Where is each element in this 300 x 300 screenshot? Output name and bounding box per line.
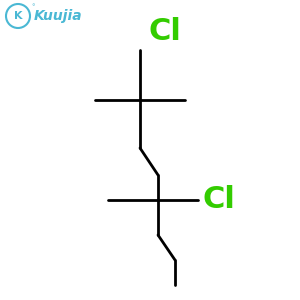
- Text: Cl: Cl: [202, 185, 235, 214]
- Text: Cl: Cl: [148, 17, 181, 46]
- Text: Kuujia: Kuujia: [34, 9, 82, 23]
- Text: °: °: [31, 4, 34, 10]
- Text: K: K: [14, 11, 22, 21]
